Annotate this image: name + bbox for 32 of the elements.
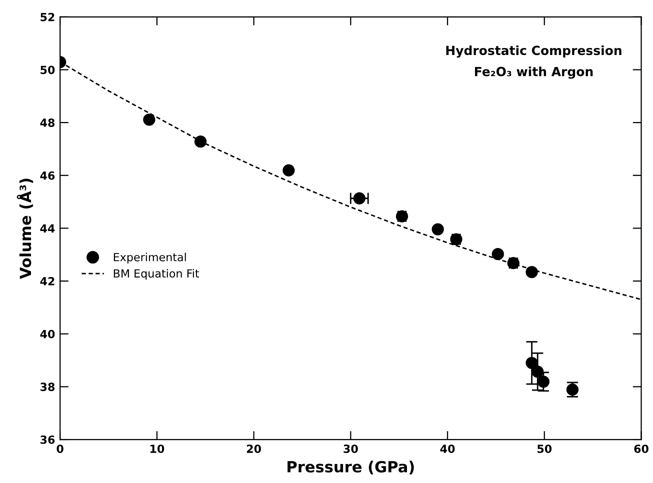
y-tick-label: 50 bbox=[40, 66, 55, 74]
point bbox=[492, 248, 504, 260]
point bbox=[353, 192, 366, 204]
y-tick-label: 36 bbox=[40, 436, 55, 444]
y-tick-label: 44 bbox=[40, 224, 55, 232]
y-tick-label: 40 bbox=[40, 330, 55, 338]
x-tick-label: 40 bbox=[440, 444, 455, 453]
y-axis-title: Volume (Å³) bbox=[16, 178, 34, 279]
point bbox=[194, 136, 207, 148]
y-tick-label: 52 bbox=[40, 12, 54, 22]
x-tick-label: 0 bbox=[56, 444, 64, 453]
x-tick-label: 60 bbox=[634, 444, 648, 453]
point bbox=[537, 376, 550, 388]
point bbox=[526, 356, 538, 370]
text: Fe₂O₃ with Argon bbox=[474, 66, 593, 79]
legend-label: BM Equation Fit bbox=[114, 269, 200, 280]
y-tick-label: 46 bbox=[40, 171, 55, 180]
y-tick-label: 48 bbox=[40, 118, 55, 127]
x-axis-title: Pressure (GPa) bbox=[288, 460, 414, 474]
point bbox=[432, 223, 444, 236]
point bbox=[532, 366, 544, 378]
x-tick-label: 30 bbox=[344, 444, 358, 453]
x-tick-label: 50 bbox=[538, 444, 552, 453]
x-tick-label: 10 bbox=[150, 444, 164, 453]
point bbox=[282, 164, 295, 176]
legend-label: Experimental bbox=[114, 252, 186, 264]
x-tick-label: 20 bbox=[246, 444, 261, 453]
point bbox=[526, 266, 538, 278]
y-tick-label: 42 bbox=[40, 277, 54, 286]
y-tick-label: 38 bbox=[40, 382, 55, 392]
text: Hydrostatic Compression bbox=[446, 45, 622, 58]
point bbox=[143, 114, 156, 126]
